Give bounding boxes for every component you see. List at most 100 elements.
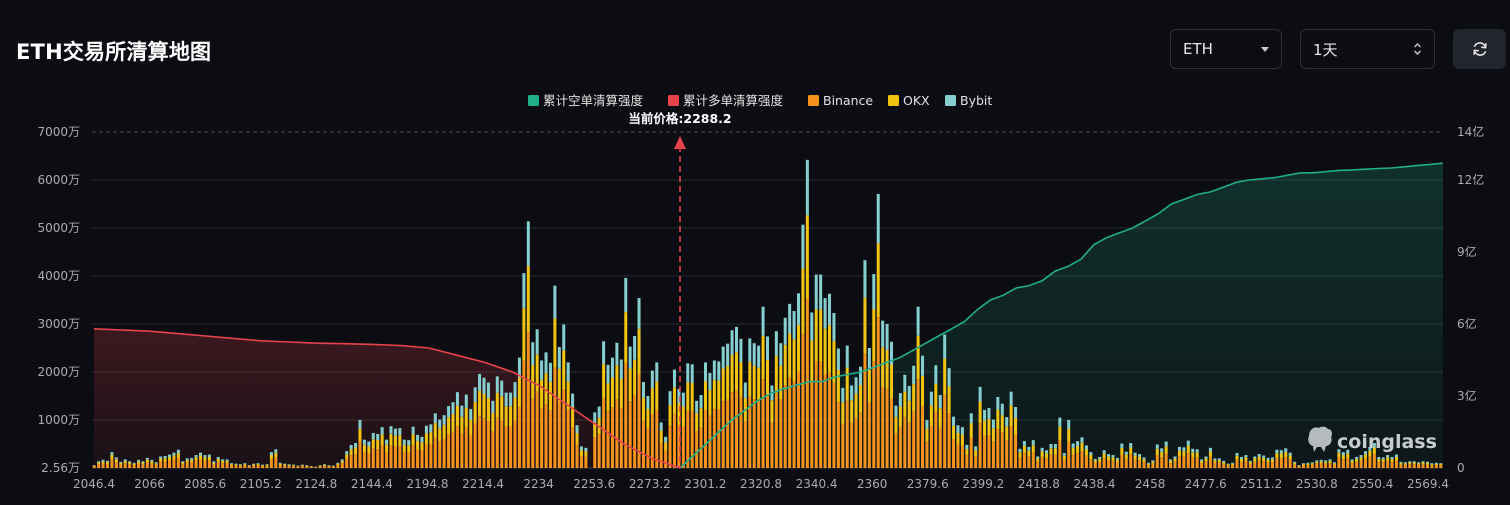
okx-bar: [238, 464, 242, 466]
period-select[interactable]: 1天: [1300, 29, 1435, 69]
okx-bar: [265, 464, 269, 466]
bybit-bar: [1257, 454, 1261, 457]
binance-bar: [123, 463, 127, 468]
binance-bar: [159, 461, 163, 468]
bybit-bar: [1399, 461, 1403, 463]
bybit-bar: [854, 377, 858, 394]
binance-bar: [1328, 463, 1332, 468]
bybit-bar: [230, 463, 234, 465]
binance-bar: [721, 401, 725, 468]
bybit-bar: [1045, 450, 1049, 454]
binance-bar: [1266, 462, 1270, 468]
bybit-bar: [956, 425, 960, 433]
bybit-bar: [354, 443, 358, 448]
bybit-bar: [1328, 459, 1332, 461]
bybit-bar: [1425, 461, 1429, 463]
binance-bar: [1027, 456, 1031, 468]
okx-bar: [1279, 453, 1283, 459]
binance-bar: [730, 392, 734, 468]
okx-bar: [712, 379, 716, 409]
okx-bar: [819, 309, 823, 362]
binance-bar: [362, 452, 366, 468]
bybit-bar: [907, 385, 911, 401]
bybit-bar: [1151, 460, 1155, 462]
okx-bar: [252, 464, 256, 466]
binance-bar: [1390, 461, 1394, 468]
okx-bar: [1067, 428, 1071, 442]
okx-bar: [283, 464, 287, 466]
okx-bar: [1270, 459, 1274, 463]
binance-bar: [619, 408, 623, 468]
binance-bar: [345, 458, 349, 468]
binance-bar: [1169, 463, 1173, 468]
bybit-bar: [996, 396, 1000, 410]
bybit-bar: [779, 343, 783, 366]
bybit-bar: [885, 324, 889, 350]
binance-bar: [828, 372, 832, 468]
binance-bar: [451, 431, 455, 468]
bybit-bar: [876, 193, 880, 244]
okx-bar: [305, 465, 309, 467]
okx-bar: [345, 454, 349, 459]
binance-bar: [890, 398, 894, 468]
okx-bar: [340, 460, 344, 464]
bybit-bar: [805, 159, 809, 216]
binance-bar: [429, 443, 433, 468]
bybit-bar: [912, 365, 916, 385]
okx-bar: [757, 367, 761, 401]
y-left-tick-label: 6000万: [37, 173, 80, 187]
okx-bar: [1195, 452, 1199, 458]
coin-select[interactable]: ETH: [1170, 29, 1282, 69]
binance-bar: [584, 456, 588, 468]
okx-bar: [287, 464, 291, 466]
binance-bar: [203, 460, 207, 468]
y-left-tick-label: 4000万: [37, 269, 80, 283]
binance-bar: [460, 433, 464, 468]
x-tick-label: 2530.8: [1296, 477, 1338, 491]
binance-bar: [690, 410, 694, 468]
binance-bar: [903, 416, 907, 468]
bybit-bar: [584, 447, 588, 452]
binance-bar: [1372, 454, 1376, 468]
okx-bar: [761, 335, 765, 380]
binance-bar: [420, 450, 424, 468]
bybit-bar: [1200, 459, 1204, 461]
bybit-bar: [1275, 449, 1279, 454]
okx-bar: [491, 412, 495, 432]
okx-bar: [606, 383, 610, 412]
bybit-bar: [176, 449, 180, 454]
binance-bar: [1182, 456, 1186, 468]
bybit-bar: [553, 285, 557, 319]
okx-bar: [575, 432, 579, 445]
okx-bar: [517, 377, 521, 408]
bybit-bar: [726, 343, 730, 367]
binance-bar: [1133, 459, 1137, 468]
okx-bar: [354, 447, 358, 455]
refresh-button[interactable]: [1453, 29, 1506, 69]
binance-bar: [1350, 463, 1354, 468]
binance-bar: [336, 465, 340, 468]
okx-bar: [168, 456, 172, 461]
x-tick-label: 2194.8: [407, 477, 449, 491]
bybit-bar: [615, 342, 619, 366]
binance-bar: [850, 422, 854, 468]
x-tick-label: 2379.6: [907, 477, 949, 491]
bybit-bar: [1222, 460, 1226, 463]
okx-bar: [544, 373, 548, 405]
bybit-bar: [610, 357, 614, 378]
bybit-bar: [1040, 447, 1044, 452]
okx-bar: [1253, 458, 1257, 462]
binance-bar: [207, 460, 211, 468]
binance-bar: [274, 457, 278, 468]
binance-bar: [881, 386, 885, 468]
okx-bar: [823, 328, 827, 375]
bybit-bar: [1284, 448, 1288, 452]
binance-bar: [1151, 463, 1155, 468]
binance-bar: [681, 426, 685, 468]
binance-bar: [323, 465, 327, 468]
okx-bar: [593, 422, 597, 438]
bybit-bar: [1115, 457, 1119, 460]
bybit-bar: [761, 306, 765, 336]
bybit-bar: [473, 387, 477, 402]
binance-bar: [478, 416, 482, 468]
